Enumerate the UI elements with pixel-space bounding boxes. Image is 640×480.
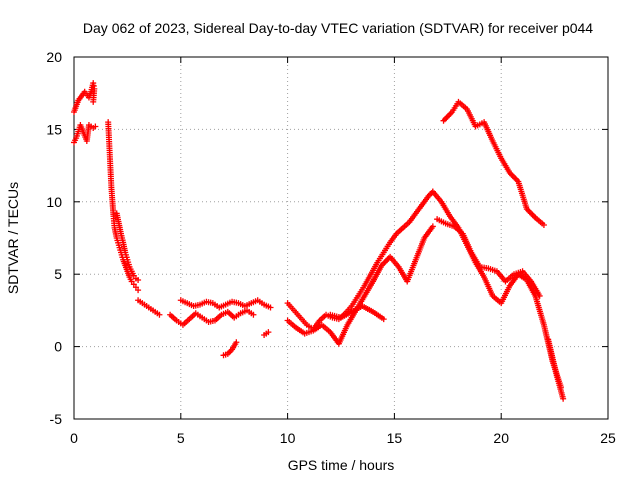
y-axis-label: SDTVAR / TECUs — [5, 182, 21, 294]
data-point — [540, 221, 547, 228]
data-point — [509, 172, 516, 179]
y-tick-label: 5 — [54, 266, 62, 282]
data-point — [512, 175, 519, 182]
data-point — [530, 213, 537, 220]
grid-lines — [74, 57, 608, 419]
data-point — [381, 259, 388, 266]
axis-ticks — [73, 56, 609, 420]
x-tick-label: 25 — [600, 430, 616, 446]
data-point — [560, 395, 567, 402]
y-tick-label: 15 — [46, 121, 62, 137]
data-point — [380, 316, 387, 323]
data-point — [446, 111, 453, 118]
data-point — [156, 311, 163, 318]
data-point — [444, 113, 451, 120]
data-points — [71, 80, 567, 402]
chart-title: Day 062 of 2023, Sidereal Day-to-day VTE… — [83, 20, 593, 36]
x-tick-label: 0 — [70, 430, 78, 446]
y-tick-label: 0 — [54, 339, 62, 355]
tick-labels: 0 5 10 15 20 25 -5 0 5 10 15 20 — [46, 49, 616, 446]
data-point — [441, 116, 448, 123]
data-point — [250, 311, 257, 318]
data-point — [429, 223, 436, 230]
x-axis-label: GPS time / hours — [288, 457, 395, 473]
data-point — [135, 287, 142, 294]
data-point — [384, 256, 391, 263]
data-point — [135, 276, 142, 283]
data-point — [265, 329, 272, 336]
y-tick-label: 10 — [46, 194, 62, 210]
y-tick-label: -5 — [50, 411, 63, 427]
x-tick-label: 10 — [280, 430, 296, 446]
x-tick-label: 15 — [387, 430, 403, 446]
data-point — [440, 117, 447, 124]
data-point — [233, 339, 240, 346]
data-point — [92, 123, 99, 130]
data-point — [529, 211, 536, 218]
data-point — [267, 304, 274, 311]
data-point — [511, 174, 518, 181]
x-tick-label: 5 — [177, 430, 185, 446]
data-point — [382, 258, 389, 265]
data-point — [90, 98, 97, 105]
y-tick-label: 20 — [46, 49, 62, 65]
data-point — [443, 114, 450, 121]
plot-frame — [73, 56, 609, 420]
data-point — [528, 210, 535, 217]
x-tick-label: 20 — [493, 430, 509, 446]
data-point — [526, 208, 533, 215]
data-point — [536, 292, 543, 299]
